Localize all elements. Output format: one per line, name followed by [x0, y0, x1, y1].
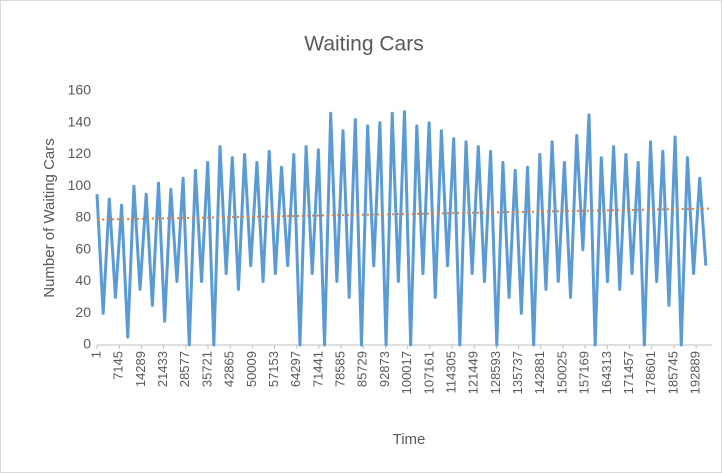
x-tick-label: 28577 — [177, 351, 192, 387]
x-tick-label: 114305 — [443, 351, 458, 393]
x-tick-label: 1 — [88, 351, 103, 358]
x-tick-label: 85729 — [355, 351, 370, 387]
x-tick-label: 192889 — [688, 351, 703, 394]
y-tick-label: 120 — [68, 145, 92, 161]
x-tick-label: 178601 — [643, 351, 658, 394]
x-tick-label: 164313 — [599, 351, 614, 394]
y-axis-label: Number of Waiting Cars — [41, 138, 58, 298]
y-tick-label: 160 — [68, 82, 92, 98]
x-tick-label: 142881 — [532, 351, 547, 394]
y-tick-label: 40 — [75, 272, 91, 288]
y-tick-label: 140 — [68, 113, 92, 129]
x-tick-label: 7145 — [111, 351, 126, 380]
x-tick-label: 100017 — [399, 351, 414, 394]
x-tick-label: 121449 — [466, 351, 481, 394]
x-tick-label: 57153 — [266, 351, 281, 387]
x-tick-label: 14289 — [133, 351, 148, 387]
x-tick-label: 42865 — [222, 351, 237, 387]
x-tick-label: 150025 — [554, 351, 569, 394]
x-tick-label: 107161 — [421, 351, 436, 394]
series-line — [95, 110, 708, 347]
y-tick-label: 0 — [83, 336, 91, 352]
x-tick-label: 135737 — [510, 351, 525, 394]
x-tick-label: 35721 — [199, 351, 214, 387]
y-tick-label: 60 — [75, 240, 91, 256]
x-tick-label: 21433 — [155, 351, 170, 387]
x-tick-label: 50009 — [244, 351, 259, 387]
chart-title: Waiting Cars — [304, 33, 423, 56]
x-tick-label: 128593 — [488, 351, 503, 394]
y-tick-label: 80 — [75, 209, 91, 225]
x-tick-label: 185745 — [665, 351, 680, 394]
x-tick-label: 171457 — [621, 351, 636, 394]
y-tick-label: 20 — [75, 304, 91, 320]
x-tick-label: 64297 — [288, 351, 303, 387]
x-tick-label: 78585 — [333, 351, 348, 387]
x-axis-label: Time — [393, 431, 426, 448]
x-tick-label: 157169 — [577, 351, 592, 394]
y-tick-label: 100 — [68, 177, 92, 193]
x-tick-label: 92873 — [377, 351, 392, 387]
x-tick-label: 71441 — [310, 351, 325, 387]
